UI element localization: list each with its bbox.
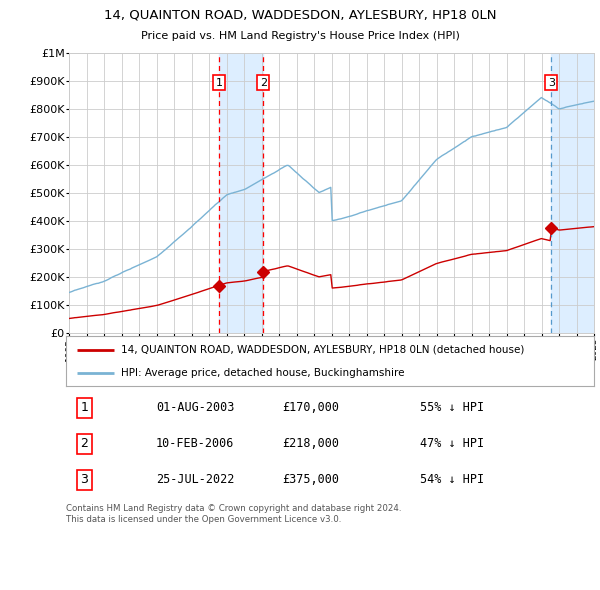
- Text: 1: 1: [80, 401, 88, 414]
- Bar: [551, 53, 594, 333]
- Text: 47% ↓ HPI: 47% ↓ HPI: [420, 437, 484, 450]
- Text: 54% ↓ HPI: 54% ↓ HPI: [420, 473, 484, 486]
- Text: 10-FEB-2006: 10-FEB-2006: [156, 437, 234, 450]
- Text: £218,000: £218,000: [283, 437, 340, 450]
- Text: 01-AUG-2003: 01-AUG-2003: [156, 401, 234, 414]
- Text: 2: 2: [260, 77, 267, 87]
- Text: 2: 2: [80, 437, 88, 450]
- Text: Contains HM Land Registry data © Crown copyright and database right 2024.
This d: Contains HM Land Registry data © Crown c…: [66, 504, 401, 524]
- Text: 14, QUAINTON ROAD, WADDESDON, AYLESBURY, HP18 0LN: 14, QUAINTON ROAD, WADDESDON, AYLESBURY,…: [104, 9, 496, 22]
- Text: 1: 1: [215, 77, 223, 87]
- Text: £170,000: £170,000: [283, 401, 340, 414]
- Text: 14, QUAINTON ROAD, WADDESDON, AYLESBURY, HP18 0LN (detached house): 14, QUAINTON ROAD, WADDESDON, AYLESBURY,…: [121, 345, 525, 355]
- Text: 3: 3: [80, 473, 88, 486]
- Text: 25-JUL-2022: 25-JUL-2022: [156, 473, 234, 486]
- Text: HPI: Average price, detached house, Buckinghamshire: HPI: Average price, detached house, Buck…: [121, 368, 405, 378]
- Text: £375,000: £375,000: [283, 473, 340, 486]
- Text: 3: 3: [548, 77, 555, 87]
- Text: Price paid vs. HM Land Registry's House Price Index (HPI): Price paid vs. HM Land Registry's House …: [140, 31, 460, 41]
- Text: 55% ↓ HPI: 55% ↓ HPI: [420, 401, 484, 414]
- Bar: [219, 53, 263, 333]
